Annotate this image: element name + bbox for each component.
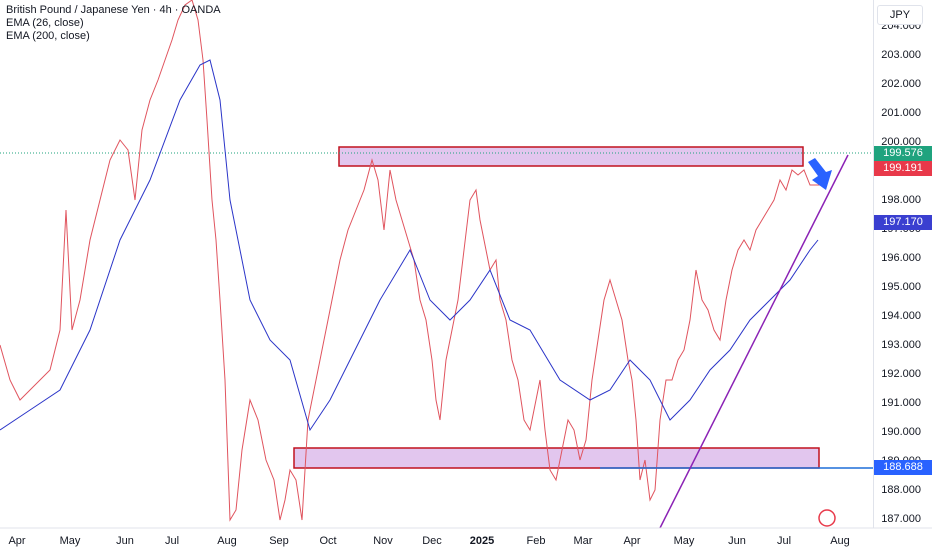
price-tick-label: 195.000 [881,281,921,293]
time-tick-label: Aug [217,535,237,547]
price-tick-label: 201.000 [881,107,921,119]
down-arrow-icon [808,158,832,190]
ema-26-label[interactable]: EMA (26, close) [6,17,84,29]
time-tick-label: Dec [422,535,442,547]
price-tick-label: 191.000 [881,397,921,409]
price-tick-label: 203.000 [881,49,921,61]
time-tick-label: Sep [269,535,289,547]
last-price-tag: 199.576 [874,146,932,161]
time-tick-label: Apr [623,535,640,547]
secondary-price-tag: 199.191 [874,161,932,176]
time-tick-label: Jun [116,535,134,547]
zones [0,146,874,469]
time-tick-label: Jul [165,535,179,547]
time-tick-label: Mar [574,535,593,547]
time-tick-label: Oct [319,535,336,547]
price-tick-label: 202.000 [881,78,921,90]
support-price-tag: 188.688 [874,460,932,475]
price-line [0,0,820,522]
currency-selector[interactable]: JPY [877,5,923,25]
time-tick-label: 2025 [470,535,494,547]
resistance-zone [338,146,804,167]
time-tick-label: Jul [777,535,791,547]
price-tick-label: 188.000 [881,484,921,496]
price-tick-label: 190.000 [881,426,921,438]
price-tick-label: 194.000 [881,310,921,322]
price-axis: 204.000203.000202.000201.000200.000198.0… [881,20,921,525]
ascending-trendline [659,154,849,529]
price-tick-label: 193.000 [881,339,921,351]
symbol-title[interactable]: British Pound / Japanese Yen · 4h · OAND… [6,4,221,16]
ema-200-line [0,59,819,432]
time-tick-label: Jun [728,535,746,547]
time-tick-label: Apr [8,535,25,547]
chart-legend: British Pound / Japanese Yen · 4h · OAND… [6,4,221,43]
time-tick-label: Nov [373,535,393,547]
ema-200-label[interactable]: EMA (200, close) [6,30,90,42]
price-tick-label: 187.000 [881,513,921,525]
price-axis-separator [873,0,874,528]
overlays [600,154,874,529]
time-tick-label: Feb [527,535,546,547]
time-axis: Apr May Jun Jul Aug Sep Oct Nov Dec 2025 Feb Mar Apr… [0,527,932,547]
price-tick-label: 200.000 [881,136,921,148]
replay-icon [818,509,836,527]
price-tick-label: 192.000 [881,368,921,380]
price-tick-label: 198.000 [881,194,921,206]
price-tick-label: 196.000 [881,252,921,264]
time-tick-label: Aug [830,535,850,547]
time-tick-label: May [60,535,81,547]
price-series [0,0,820,522]
support-zone [293,447,820,469]
ema-price-tag: 197.170 [874,215,932,230]
time-tick-label: May [674,535,695,547]
